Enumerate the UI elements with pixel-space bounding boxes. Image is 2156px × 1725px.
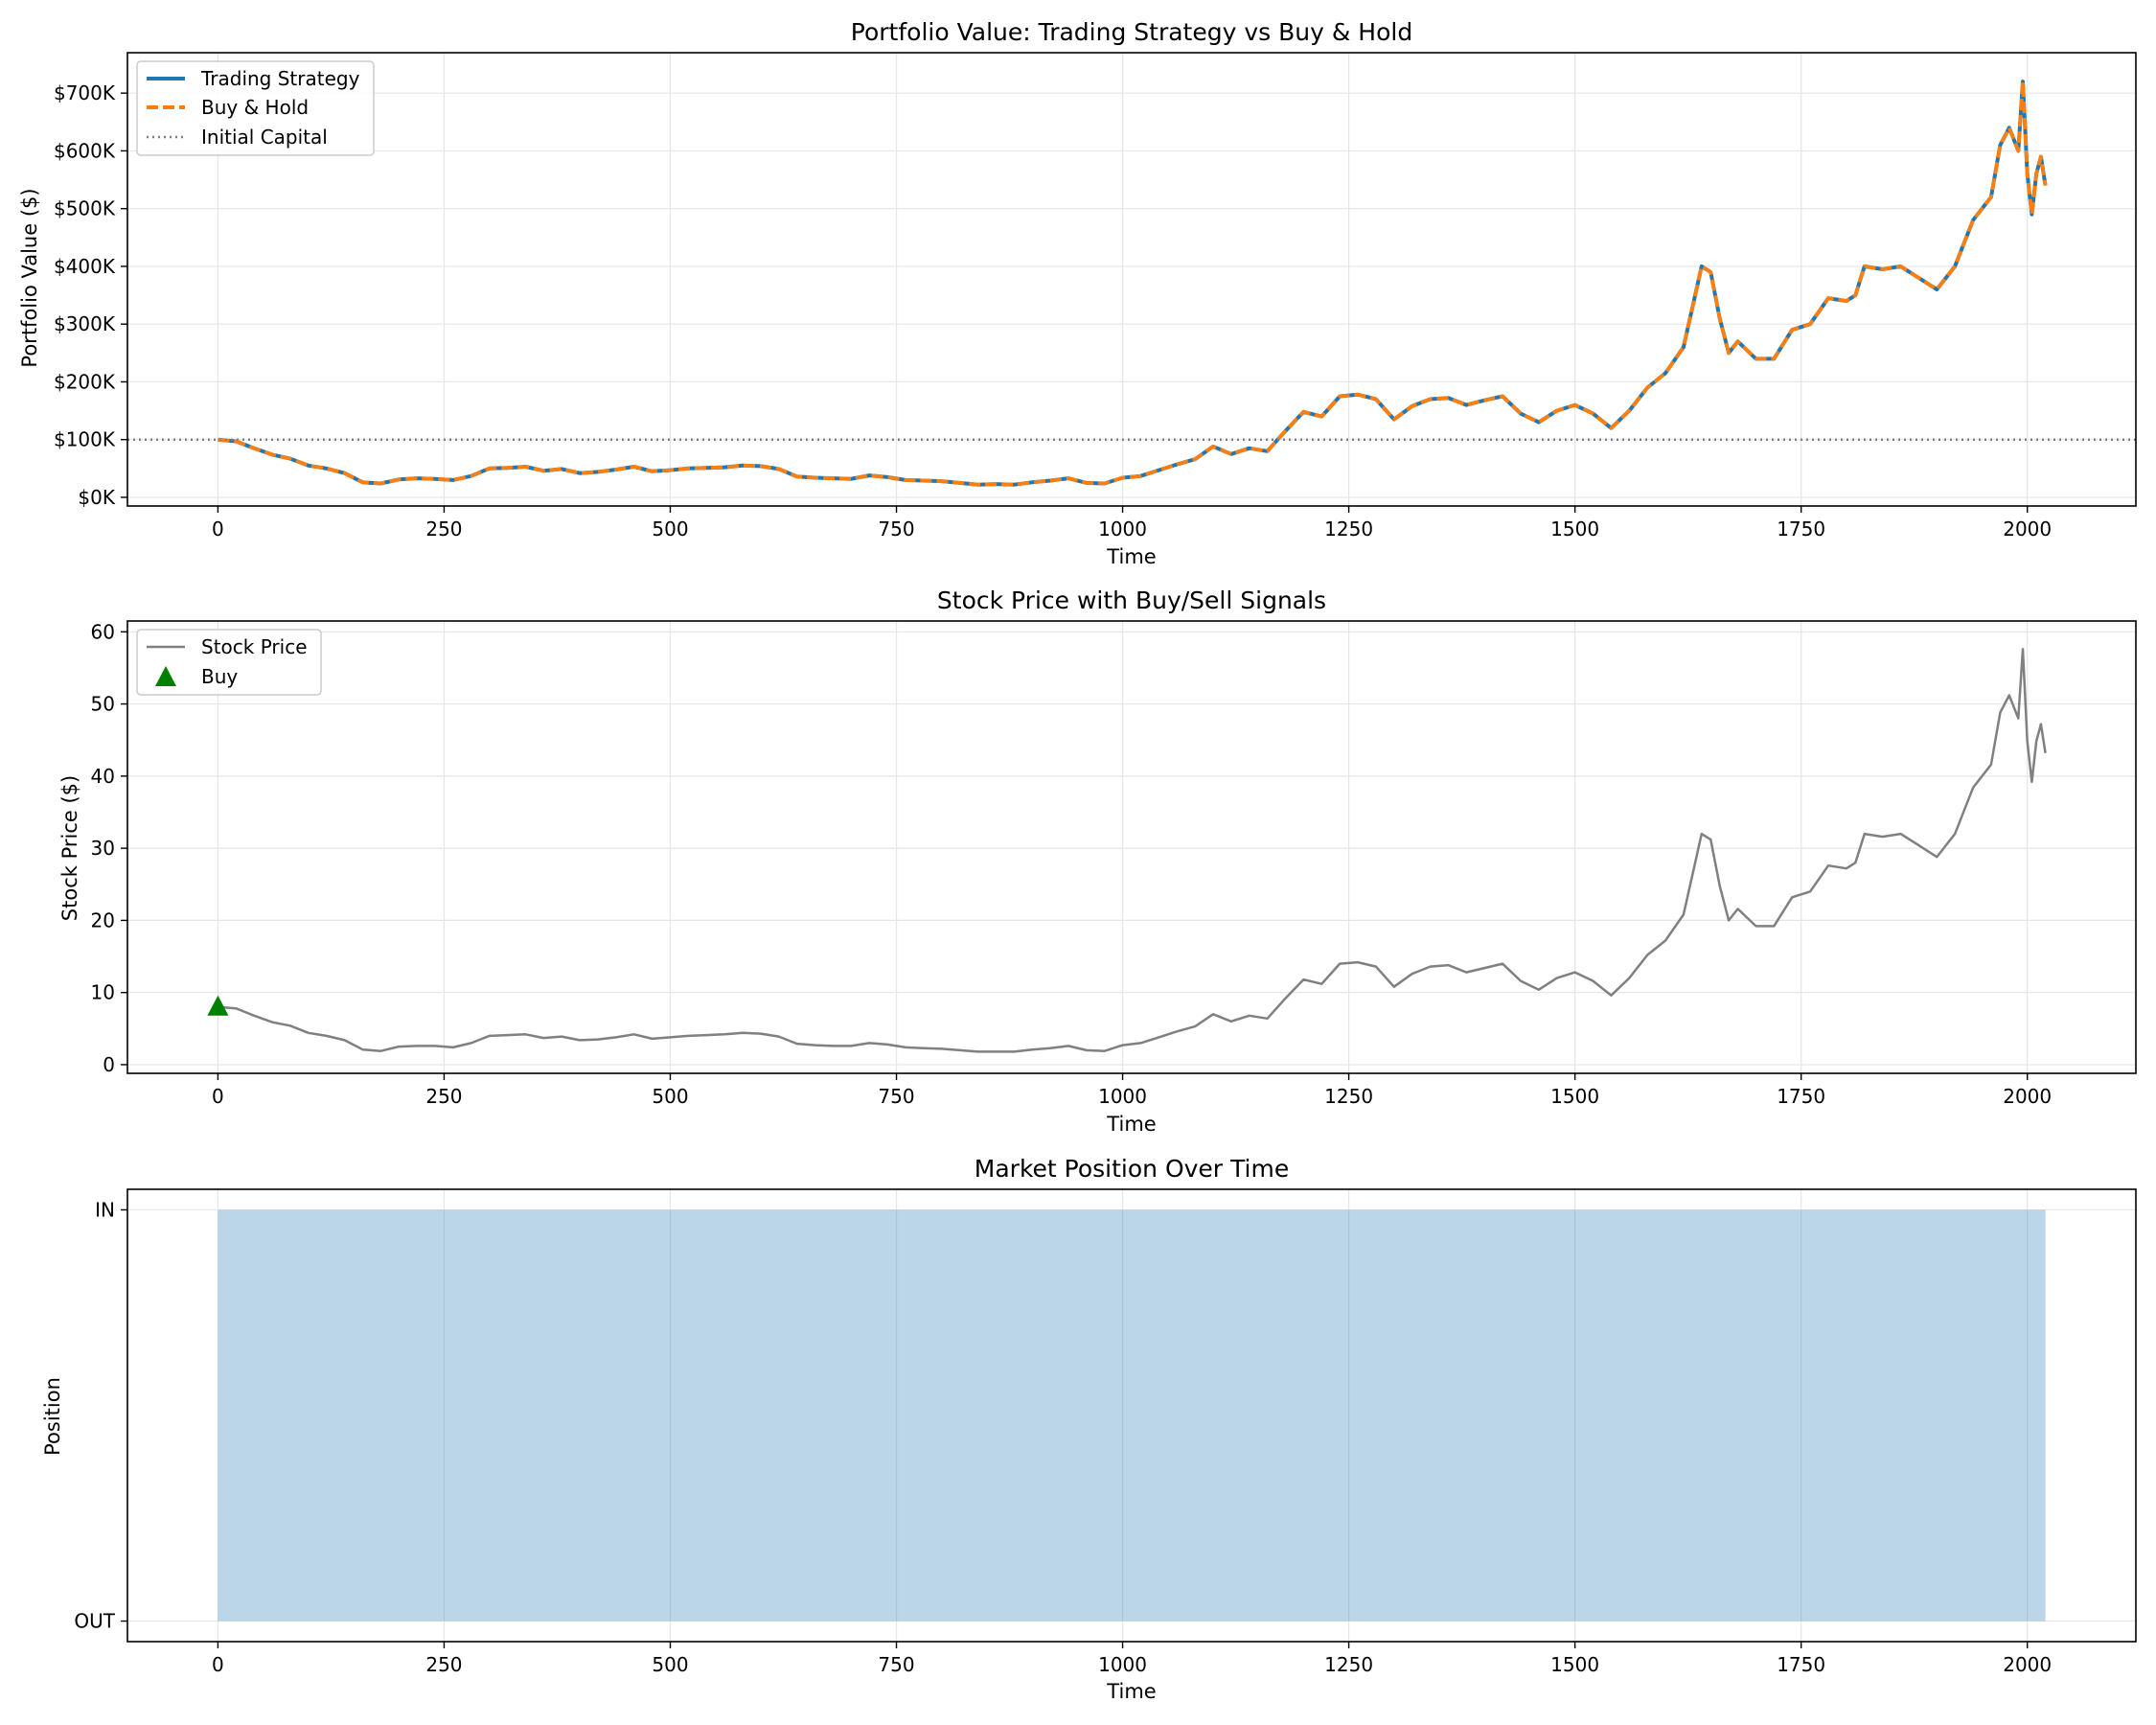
x-tick-label: 1750 <box>1777 1653 1825 1676</box>
chart-title: Market Position Over Time <box>975 1155 1289 1183</box>
x-axis-label: Time <box>1106 545 1156 568</box>
y-tick-label: 20 <box>91 908 115 932</box>
y-tick-label: $0K <box>78 486 115 509</box>
x-axis-label: Time <box>1106 1680 1156 1703</box>
x-tick-label: 0 <box>212 518 224 540</box>
stock-price-line <box>218 648 2047 1053</box>
plot-area <box>218 1209 2046 1622</box>
axes-frame <box>126 620 2137 1074</box>
x-tick-label: 1000 <box>1098 518 1147 540</box>
x-tick-label: 750 <box>878 1085 914 1108</box>
x-tick-label: 1500 <box>1550 518 1599 540</box>
portfolio-value-chart: Portfolio Value: Trading Strategy vs Buy… <box>18 18 2137 568</box>
legend-label: Trading Strategy <box>200 67 360 90</box>
x-tick-label: 2000 <box>2003 518 2052 540</box>
axes-frame <box>126 52 2137 507</box>
y-tick-label: $200K <box>54 370 116 393</box>
x-tick-label: 2000 <box>2003 1653 2052 1676</box>
x-tick-label: 0 <box>212 1653 224 1676</box>
legend-label: Stock Price <box>201 635 308 658</box>
position-area <box>218 1209 2046 1622</box>
x-tick-label: 1500 <box>1550 1653 1599 1676</box>
legend-swatch-triangle <box>155 666 176 686</box>
y-tick-label: 60 <box>91 620 115 643</box>
y-axis-label: Portfolio Value ($) <box>18 188 41 367</box>
x-tick-label: 1250 <box>1324 1653 1373 1676</box>
plot-area <box>207 648 2047 1053</box>
x-tick-label: 750 <box>878 518 914 540</box>
market-position-chart: Market Position Over Time Time Position … <box>41 1155 2137 1703</box>
x-tick-label: 1000 <box>1098 1085 1147 1108</box>
legend-label: Buy & Hold <box>201 96 309 119</box>
y-tick-label: $100K <box>54 428 116 451</box>
y-axis-label: Stock Price ($) <box>58 775 81 921</box>
y-tick-label: $400K <box>54 255 116 278</box>
y-tick-label: OUT <box>74 1610 115 1633</box>
y-tick-label: 30 <box>91 837 115 860</box>
y-axis-label: Position <box>41 1377 64 1456</box>
legend: Stock Price Buy <box>136 629 322 696</box>
x-axis-label: Time <box>1106 1113 1156 1136</box>
x-tick-label: 1250 <box>1324 1085 1373 1108</box>
ticks: 0 250 500 750 1000 1250 1500 1750 2000 OUT IN <box>74 1198 2052 1676</box>
chart-title: Portfolio Value: Trading Strategy vs Buy… <box>851 18 1412 46</box>
x-tick-label: 250 <box>425 1653 462 1676</box>
legend: Trading Strategy Buy & Hold Initial Capi… <box>136 60 375 156</box>
ticks: 0 250 500 750 1000 1250 1500 1750 2000 $0K $100K $2… <box>54 81 2052 540</box>
x-tick-label: 500 <box>652 1085 688 1108</box>
y-tick-label: $700K <box>54 81 116 104</box>
axes-frame <box>126 1188 2137 1643</box>
legend-label: Buy <box>201 665 238 688</box>
x-tick-label: 1250 <box>1324 518 1373 540</box>
x-tick-label: 2000 <box>2003 1085 2052 1108</box>
grid <box>127 1189 2136 1642</box>
legend-label: Initial Capital <box>201 126 328 149</box>
y-tick-label: 40 <box>91 765 115 788</box>
x-tick-label: 500 <box>652 518 688 540</box>
x-tick-label: 0 <box>212 1085 224 1108</box>
ticks: 0 250 500 750 1000 1250 1500 1750 2000 0 10 20 30 40 5… <box>91 620 2053 1108</box>
x-tick-label: 500 <box>652 1653 688 1676</box>
x-tick-label: 250 <box>425 518 462 540</box>
x-tick-label: 1500 <box>1550 1085 1599 1108</box>
y-tick-label: $300K <box>54 312 116 335</box>
x-tick-label: 1750 <box>1777 518 1825 540</box>
y-tick-label: IN <box>95 1198 115 1221</box>
chart-title: Stock Price with Buy/Sell Signals <box>937 586 1326 614</box>
buy-hold-line <box>218 80 2048 487</box>
x-tick-label: 750 <box>878 1653 914 1676</box>
y-tick-label: $500K <box>54 197 116 220</box>
y-tick-label: 10 <box>91 981 115 1004</box>
stock-price-chart: Stock Price with Buy/Sell Signals Time S… <box>58 586 2137 1136</box>
x-tick-label: 250 <box>425 1085 462 1108</box>
x-tick-label: 1000 <box>1098 1653 1147 1676</box>
x-tick-label: 1750 <box>1777 1085 1825 1108</box>
y-tick-label: 0 <box>103 1053 115 1076</box>
y-tick-label: $600K <box>54 139 116 162</box>
y-tick-label: 50 <box>91 693 115 716</box>
buy-signal-marker <box>207 995 229 1016</box>
plot-area <box>127 80 2136 487</box>
legend-box <box>136 60 375 156</box>
